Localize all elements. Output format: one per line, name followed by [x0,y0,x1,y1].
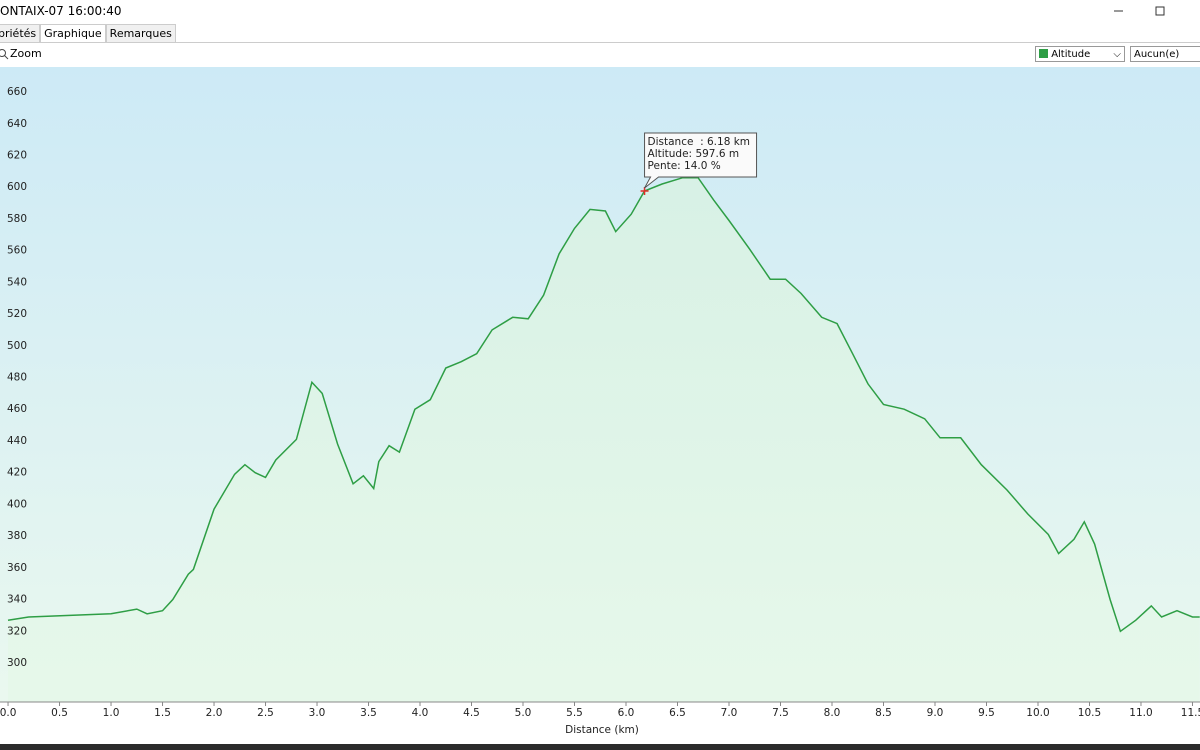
x-tick-label: 4.0 [412,707,429,719]
series-swatch [1039,49,1048,58]
y-tick-label: 600 [7,181,27,193]
toolbar: Zoom Altitude ⌵ Aucun(e) [0,42,1200,67]
y-tick-label: 620 [7,149,27,161]
restore-button[interactable] [1155,6,1165,16]
x-tick-label: 9.5 [978,707,995,719]
y-tick-label: 480 [7,372,27,384]
y-tick-label: 580 [7,213,27,225]
second-dropdown[interactable]: Aucun(e) [1130,46,1200,62]
tooltip-text: Altitude: 597.6 m [648,148,740,160]
x-tick-label: 0.0 [0,707,16,719]
y-tick-label: 340 [7,594,27,606]
y-tick-label: 540 [7,276,27,288]
tooltip-box [644,132,758,189]
x-tick-label: 5.5 [566,707,583,719]
y-tick-label: 500 [7,340,27,352]
y-tick-label: 300 [7,657,27,669]
x-tick-label: 2.5 [257,707,274,719]
y-tick-label: 320 [7,625,27,637]
dropdown-text: Altitude [1051,49,1091,60]
tab[interactable]: priétés [0,24,41,42]
tooltip-text: Pente: 14.0 % [648,160,721,172]
x-tick-label: 0.5 [51,707,68,719]
x-tick-label: 6.5 [669,707,686,719]
dropdown-arrow: ⌵ [1113,49,1121,60]
x-axis-label: Distance (km) [565,724,639,736]
tab-strip: priétés Graphique Remarques [0,24,176,42]
x-tick-label: 3.5 [360,707,377,719]
tab[interactable]: Remarques [105,24,176,42]
tooltip-text: Distance : 6.18 km [648,136,751,148]
y-tick-label: 360 [7,562,27,574]
x-tick-label: 10.5 [1078,707,1101,719]
x-tick-label: 9.0 [927,707,944,719]
y-tick-label: 640 [7,118,27,130]
dropdown-text: Aucun(e) [1134,49,1180,60]
taskbar-edge [0,744,1200,750]
x-tick-label: 7.5 [772,707,789,719]
y-tick-label: 460 [7,403,27,415]
x-tick-label: 8.5 [875,707,892,719]
area-fill [8,177,1200,702]
x-tick-label: 3.0 [309,707,326,719]
x-tick-label: 8.0 [824,707,841,719]
y-tick-label: 560 [7,245,27,257]
tab[interactable]: Graphique [40,24,106,42]
series-dropdown[interactable]: Altitude ⌵ [1035,46,1125,62]
window-title: ONTAIX-07 16:00:40 [0,4,122,18]
window-controls [1114,6,1165,16]
y-tick-label: 660 [7,86,27,98]
y-tick-label: 440 [7,435,27,447]
x-tick-label: 6.0 [618,707,635,719]
tooltip-marker [640,187,649,196]
title-bar: ONTAIX-07 16:00:40 [0,0,1200,22]
y-tick-label: 420 [7,467,27,479]
y-tick-label: 400 [7,498,27,510]
x-tick-label: 5.0 [515,707,532,719]
x-tick-label: 1.0 [103,707,120,719]
x-tick-label: 7.0 [721,707,738,719]
zoom-button[interactable]: Zoom [10,47,42,60]
y-tick-label: 520 [7,308,27,320]
x-tick-label: 1.5 [154,707,171,719]
y-tick-label: 380 [7,530,27,542]
x-tick-label: 4.5 [463,707,480,719]
x-tick-label: 11.0 [1129,707,1152,719]
x-tick-label: 10.0 [1026,707,1049,719]
line-series [7,176,1200,633]
x-tick-label: 11.5 [1181,707,1200,719]
x-tick-label: 2.0 [206,707,223,719]
zoom-icon [0,49,9,60]
